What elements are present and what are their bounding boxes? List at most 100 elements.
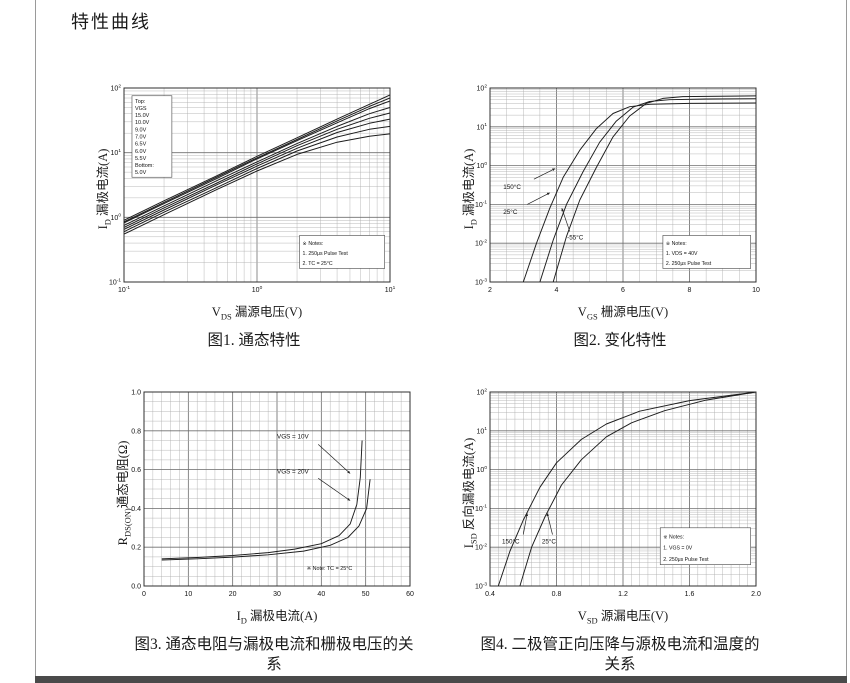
svg-text:10-2: 10-2 [475,239,487,248]
x-text: 源漏电压(V) [597,609,669,623]
figure4-y-axis-label: ISD 反向漏极电流(A) [462,413,479,573]
x-symbol: V [577,609,587,623]
svg-text:4: 4 [555,287,559,294]
svg-text:0.8: 0.8 [552,591,562,598]
chart-diode-forward-voltage: 0.4 0.8 1.2 1.6 2.0 10-3 10-2 10-1 100 101 102 ※ No… [458,382,766,604]
figure2-x-axis-label: VGS 栅源电压(V) [458,301,766,322]
figure1-caption: 图1. 通态特性 [207,331,301,349]
y-subscript: DS(ON) [122,508,133,538]
svg-text:※ Note: TC = 25°C: ※ Note: TC = 25°C [307,566,353,572]
svg-text:101: 101 [111,148,122,157]
svg-text:0: 0 [142,591,146,598]
svg-text:1.2: 1.2 [618,591,628,598]
svg-text:1. VDS = 40V: 1. VDS = 40V [666,251,698,257]
svg-text:6.0V: 6.0V [135,149,147,155]
svg-text:0.6: 0.6 [131,467,141,474]
svg-text:10-3: 10-3 [475,277,487,286]
svg-text:5.5V: 5.5V [135,156,147,162]
chart-transfer-characteristics: 2 4 6 8 10 10-3 10-2 10-1 100 101 102 ※ Notes: 1. VD… [458,78,766,300]
svg-text:※ Notes:: ※ Notes: [303,241,324,247]
y-text: 通态电阻(Ω) [116,440,130,509]
x-text: 漏源电压(V) [231,305,303,319]
svg-text:100: 100 [477,161,488,170]
svg-text:0.0: 0.0 [131,584,141,591]
svg-text:5.0V: 5.0V [135,170,147,176]
svg-text:10: 10 [752,287,760,294]
y-subscript: SD [468,533,479,545]
figure-1: ID 漏极电流(A) 10-1 100 101 10-1 100 101 102 Top: VG… [92,78,400,351]
svg-text:50: 50 [362,591,370,598]
y-subscript: D [468,219,479,226]
x-subscript: GS [586,311,598,322]
x-subscript: D [240,615,247,626]
figure-2: ID 漏极电流(A) 2 4 6 8 10 10-3 10-2 10-1 100 101 102 ※ … [458,78,766,351]
svg-text:2. TC = 25°C: 2. TC = 25°C [303,261,333,267]
svg-text:100: 100 [111,213,122,222]
svg-text:10-2: 10-2 [475,543,487,552]
figure4-x-axis-label: VSD 源漏电压(V) [458,605,766,626]
svg-text:6.5V: 6.5V [135,142,147,148]
svg-text:20: 20 [229,591,237,598]
x-symbol: V [211,305,221,319]
x-subscript: SD [586,615,598,626]
figure3-caption: 图3. 通态电阻与漏极电流和栅极电压的关系 [134,635,414,674]
figure1-y-axis-label: ID 漏极电流(A) [96,109,113,269]
svg-text:Bottom:: Bottom: [135,163,154,169]
svg-text:60: 60 [406,591,414,598]
y-subscript: D [102,219,113,226]
svg-text:2. 250μs Pulse Test: 2. 250μs Pulse Test [663,557,709,563]
figure-4: ISD 反向漏极电流(A) 0.4 0.8 1.2 1.6 2.0 10-3 10-2 10-… [458,382,766,676]
page-bottom-edge [35,676,847,683]
svg-text:25°C: 25°C [542,537,557,545]
svg-text:150°C: 150°C [502,537,520,545]
svg-text:100: 100 [477,465,488,474]
svg-text:-55°C: -55°C [567,233,584,241]
x-symbol: I [236,609,241,623]
y-text: 漏极电流(A) [462,148,476,220]
svg-text:100: 100 [252,285,263,294]
svg-text:8: 8 [688,287,692,294]
svg-text:102: 102 [477,387,488,396]
svg-text:VGS = 10V: VGS = 10V [277,434,309,441]
svg-text:15.0V: 15.0V [135,113,150,119]
y-symbol: R [116,537,130,546]
svg-text:25°C: 25°C [503,208,518,216]
svg-text:150°C: 150°C [503,183,521,191]
svg-text:30: 30 [273,591,281,598]
svg-text:1.6: 1.6 [685,591,695,598]
figure4-caption: 图4. 二极管正向压降与源极电流和温度的关系 [480,635,760,674]
figure1-x-axis-label: VDS 漏源电压(V) [92,301,400,322]
y-text: 反向漏极电流(A) [462,437,476,534]
svg-text:101: 101 [385,285,396,294]
x-symbol: V [577,305,587,319]
svg-text:6: 6 [621,287,625,294]
svg-text:2.0: 2.0 [751,591,761,598]
svg-text:101: 101 [477,426,488,435]
svg-text:VGS = 20V: VGS = 20V [277,468,309,475]
svg-text:10-3: 10-3 [475,581,487,590]
svg-text:0.8: 0.8 [131,428,141,435]
x-text: 栅源电压(V) [597,305,669,319]
page-title: 特性曲线 [71,12,151,32]
svg-text:10: 10 [184,591,192,598]
figure3-y-axis-label: RDS(ON)通态电阻(Ω) [116,413,133,573]
svg-text:1. VGS = 0V: 1. VGS = 0V [663,546,693,552]
svg-text:Top:: Top: [135,99,146,105]
figure-3: RDS(ON)通态电阻(Ω) 0 10 20 30 40 50 60 0.0 0.2 0.4 0.6… [112,382,420,676]
svg-text:※ Notes:: ※ Notes: [663,534,684,540]
svg-text:0.4: 0.4 [131,506,141,513]
figure2-caption: 图2. 变化特性 [573,331,667,349]
y-symbol: I [96,225,110,230]
y-symbol: I [462,225,476,230]
svg-text:10.0V: 10.0V [135,120,150,126]
svg-text:10-1: 10-1 [109,277,121,286]
svg-text:2. 250μs Pulse Test: 2. 250μs Pulse Test [666,261,712,267]
svg-text:10-1: 10-1 [118,285,130,294]
figure3-x-axis-label: ID 漏极电流(A) [112,605,420,626]
svg-text:102: 102 [477,83,488,92]
y-text: 漏极电流(A) [96,148,110,220]
svg-text:10-1: 10-1 [475,504,487,513]
chart-output-characteristics: 10-1 100 101 10-1 100 101 102 Top:VGS15.0V10.0V… [92,78,400,300]
svg-text:101: 101 [477,122,488,131]
svg-text:2: 2 [488,287,492,294]
